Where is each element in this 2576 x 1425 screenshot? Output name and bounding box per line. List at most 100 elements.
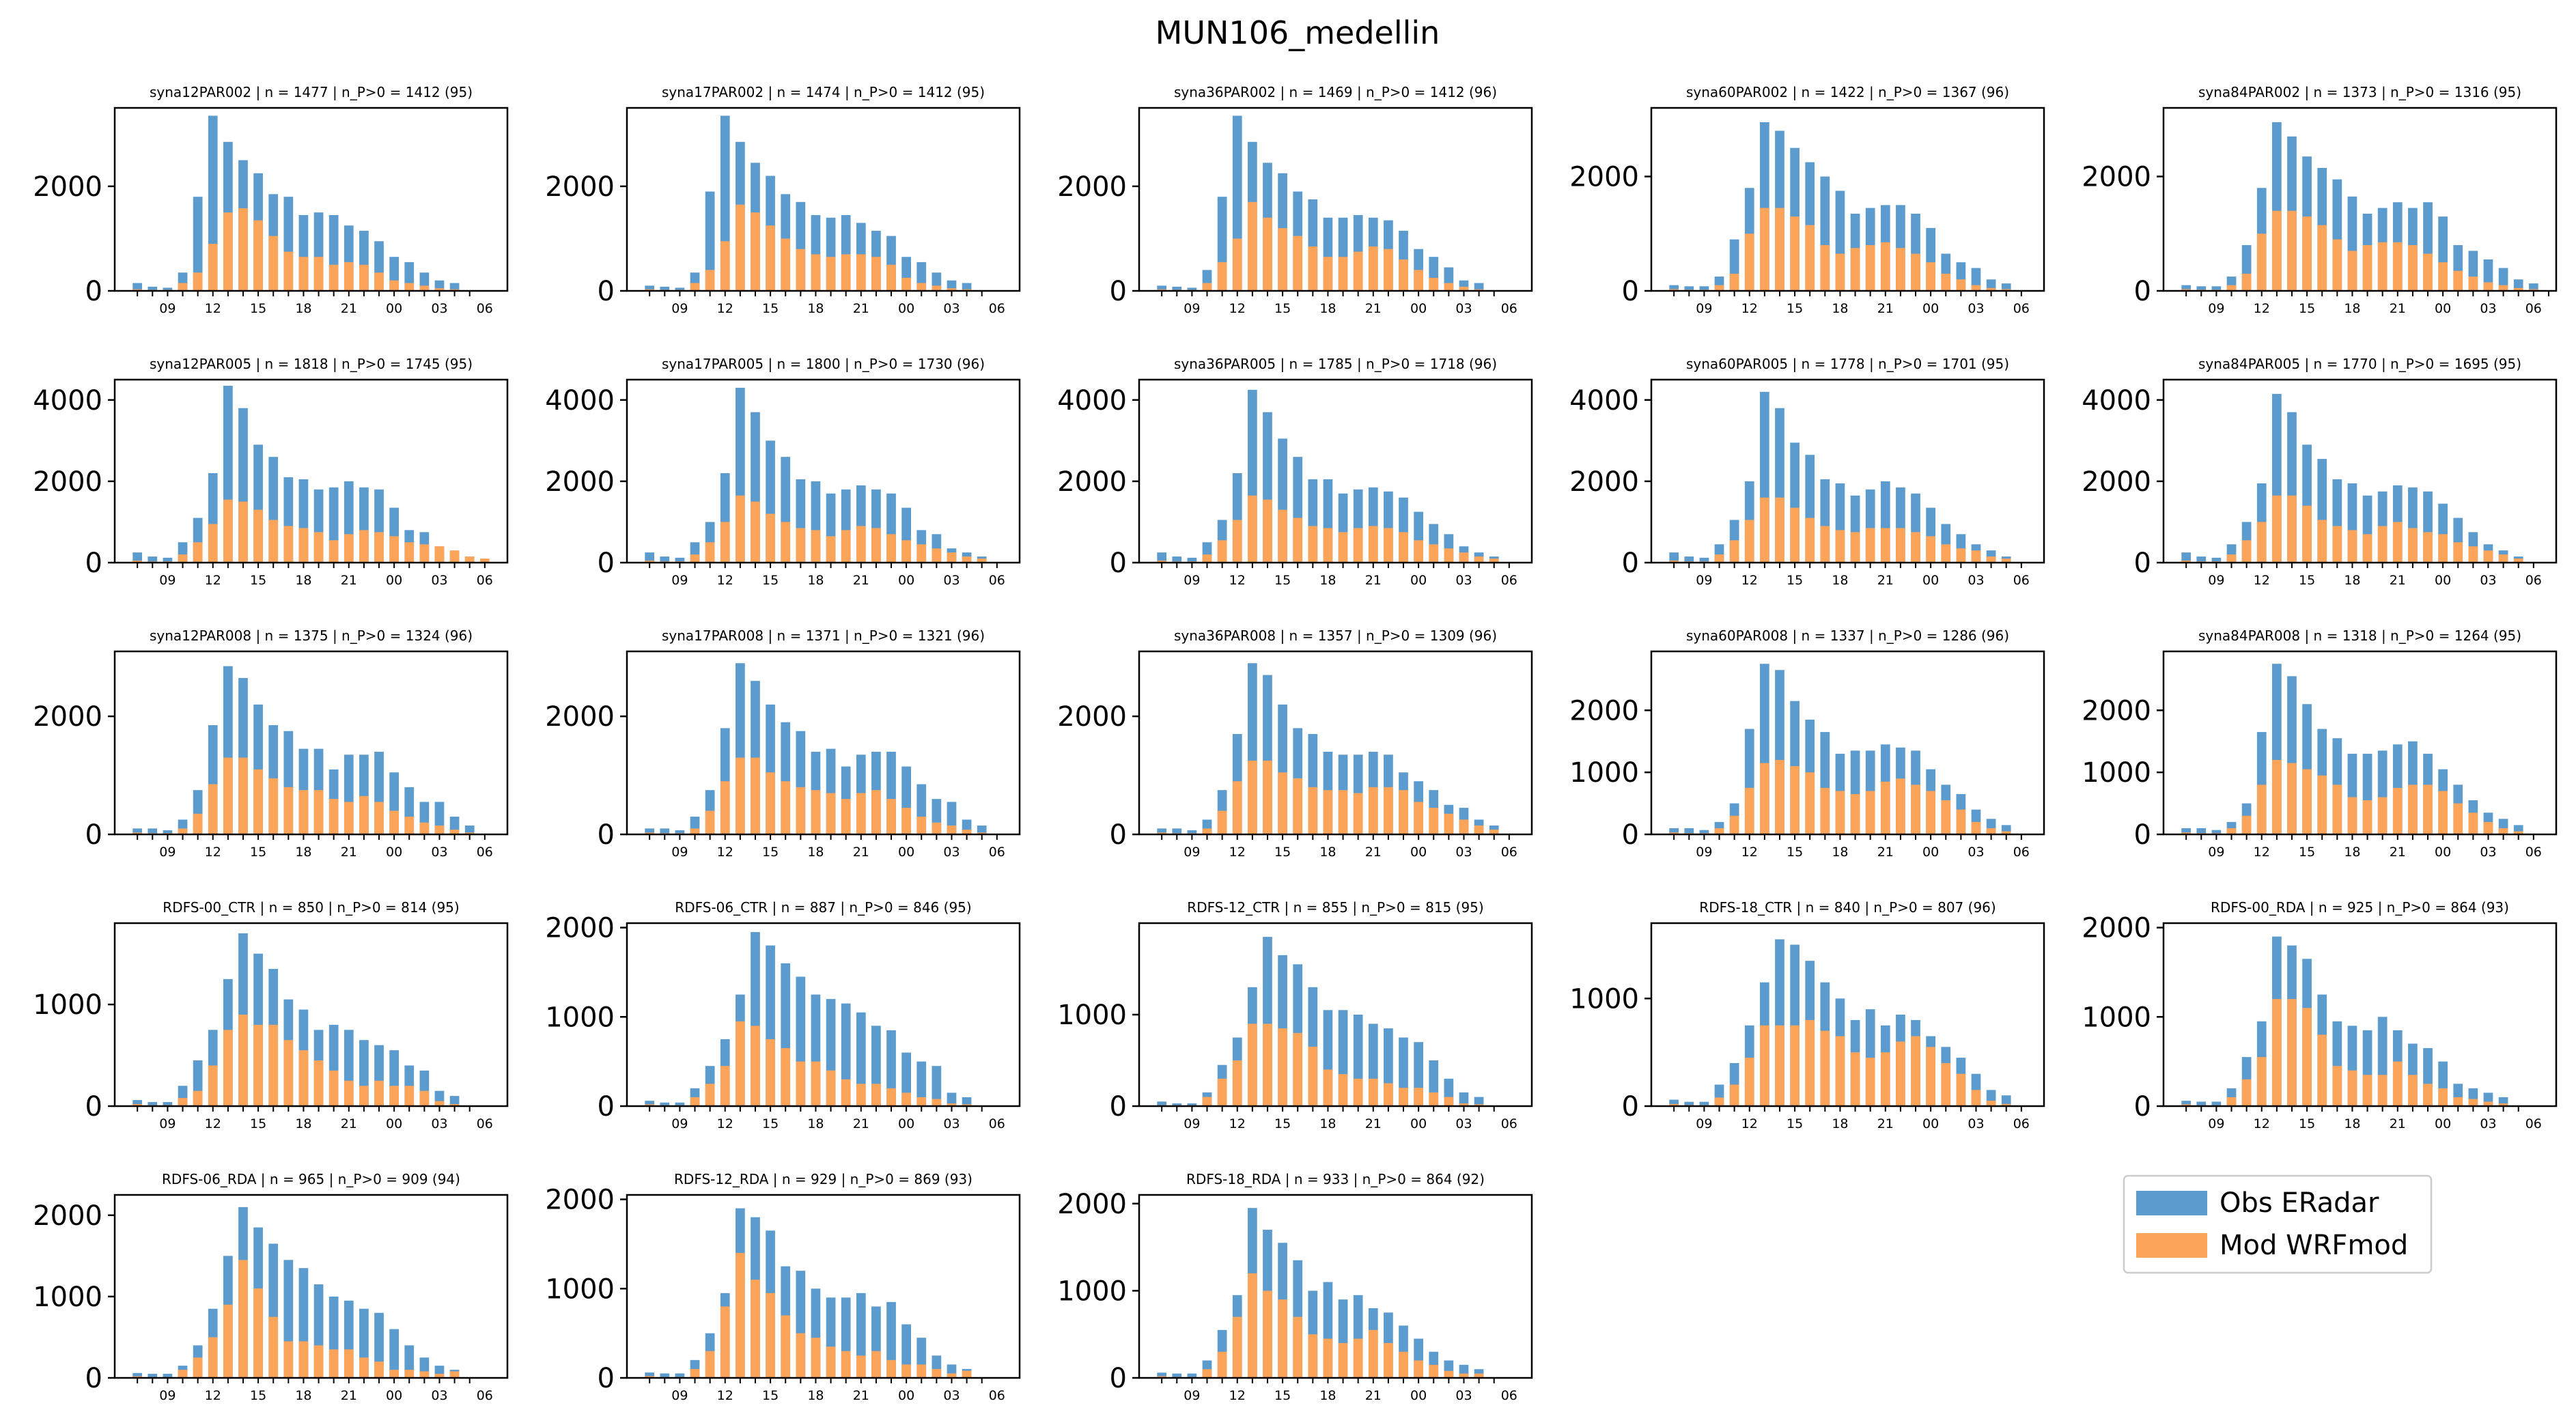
x-tick-label: 21 [341, 301, 357, 316]
x-tick-label: 12 [1229, 845, 1246, 860]
x-tick-label: 21 [1877, 301, 1894, 316]
mod-bar [1323, 790, 1333, 834]
y-tick-label: 2000 [2082, 466, 2151, 498]
mod-bar [2483, 282, 2493, 291]
subplot-title: syna17PAR005 | n = 1800 | n_P>0 = 1730 (… [662, 356, 985, 372]
mod-bar [1338, 532, 1348, 563]
x-tick-label: 00 [386, 845, 402, 860]
mod-bar [1835, 1036, 1845, 1106]
x-tick-label: 06 [1501, 573, 1517, 588]
x-tick-label: 15 [762, 1116, 779, 1131]
x-tick-label: 09 [1184, 301, 1200, 316]
mod-bar [947, 826, 957, 834]
y-tick-label: 0 [85, 548, 102, 579]
mod-bar [1368, 787, 1378, 834]
x-tick-label: 03 [431, 1116, 447, 1131]
mod-bar [2317, 775, 2327, 834]
mod-bar [2226, 285, 2237, 291]
mod-bar [1444, 1097, 1454, 1106]
x-tick-label: 03 [1968, 573, 1984, 588]
mod-bar [238, 1260, 248, 1378]
subplot-3: syna36PAR002 | n = 1469 | n_P>0 = 1412 (… [1057, 84, 1533, 316]
mod-bar [766, 772, 775, 834]
obs-bar [675, 830, 685, 834]
x-tick-label: 00 [2435, 573, 2451, 588]
axes-frame [113, 1194, 509, 1379]
mod-bar [2498, 828, 2508, 834]
subplot-title: RDFS-00_CTR | n = 850 | n_P>0 = 814 (95) [163, 899, 459, 916]
mod-bar [1820, 1030, 1830, 1106]
mod-bar [1202, 1369, 1212, 1378]
mod-bar [2332, 1066, 2342, 1106]
x-tick-label: 21 [1877, 573, 1894, 588]
axes-frame [113, 650, 509, 836]
axes-frame [1138, 922, 1533, 1107]
obs-bar [163, 287, 173, 291]
obs-bar [645, 828, 655, 834]
mod-bar [720, 781, 730, 834]
mod-bar [298, 1050, 309, 1106]
y-tick-label: 0 [1622, 819, 1639, 851]
x-tick-label: 21 [341, 1388, 357, 1403]
subplot-title: RDFS-00_RDA | n = 925 | n_P>0 = 864 (93) [2211, 899, 2509, 916]
y-tick-label: 2000 [1569, 466, 1639, 498]
mod-bar [705, 1351, 715, 1378]
mod-bar [1444, 813, 1454, 834]
obs-bar [1684, 286, 1694, 291]
mod-bar [1353, 1338, 1363, 1378]
x-tick-label: 03 [431, 845, 447, 860]
mod-bar [1865, 1058, 1875, 1106]
obs-bar [660, 1373, 670, 1378]
y-tick-label: 2000 [33, 171, 102, 203]
x-tick-label: 00 [1922, 573, 1939, 588]
obs-bar [2211, 1101, 2222, 1106]
x-tick-label: 12 [2254, 845, 2270, 860]
x-tick-label: 03 [943, 845, 960, 860]
obs-bar [886, 1301, 896, 1378]
mod-bar [645, 1104, 655, 1106]
mod-bar [781, 522, 791, 563]
mod-bar [720, 1306, 730, 1378]
mod-bar [841, 530, 851, 563]
mod-bar [1911, 1036, 1920, 1106]
x-tick-label: 06 [477, 1388, 493, 1403]
mod-bar [856, 1355, 866, 1378]
obs-bar [132, 283, 143, 291]
mod-bar [223, 1030, 233, 1106]
mod-bar [313, 790, 324, 834]
mod-bar [751, 1026, 760, 1106]
mod-bar [781, 1315, 791, 1378]
x-tick-label: 09 [671, 573, 688, 588]
mod-bar [1941, 800, 1951, 834]
mod-bar [1414, 802, 1423, 834]
mod-bar [1850, 793, 1860, 834]
x-tick-label: 18 [1319, 845, 1336, 860]
mod-bar [328, 1349, 339, 1378]
mod-bar [811, 790, 821, 834]
mod-bar [2302, 769, 2312, 834]
x-tick-label: 03 [1455, 1388, 1472, 1403]
mod-bar [2272, 495, 2282, 563]
mod-bar [2287, 210, 2297, 291]
x-tick-label: 06 [1501, 1116, 1517, 1131]
x-tick-label: 15 [2299, 1116, 2315, 1131]
x-tick-label: 12 [717, 1116, 733, 1131]
obs-bar [1157, 285, 1167, 291]
obs-bar [2196, 286, 2207, 291]
mod-bar [841, 1079, 851, 1106]
obs-bar [1187, 287, 1197, 291]
x-tick-label: 21 [1365, 573, 1382, 588]
y-tick-label: 0 [1110, 1363, 1127, 1394]
mod-bar [2392, 1061, 2403, 1106]
mod-bar [1263, 217, 1272, 291]
subplot-title: syna36PAR005 | n = 1785 | n_P>0 = 1718 (… [1174, 356, 1497, 372]
x-tick-label: 03 [431, 1388, 447, 1403]
mod-bar [2347, 530, 2357, 563]
mod-bar [298, 1341, 309, 1378]
mod-bar [751, 1280, 760, 1378]
x-tick-label: 15 [250, 301, 266, 316]
x-tick-label: 03 [1455, 1116, 1472, 1131]
mod-bar [1760, 1025, 1769, 1106]
x-tick-label: 06 [2013, 573, 2030, 588]
y-tick-label: 0 [1110, 276, 1127, 307]
